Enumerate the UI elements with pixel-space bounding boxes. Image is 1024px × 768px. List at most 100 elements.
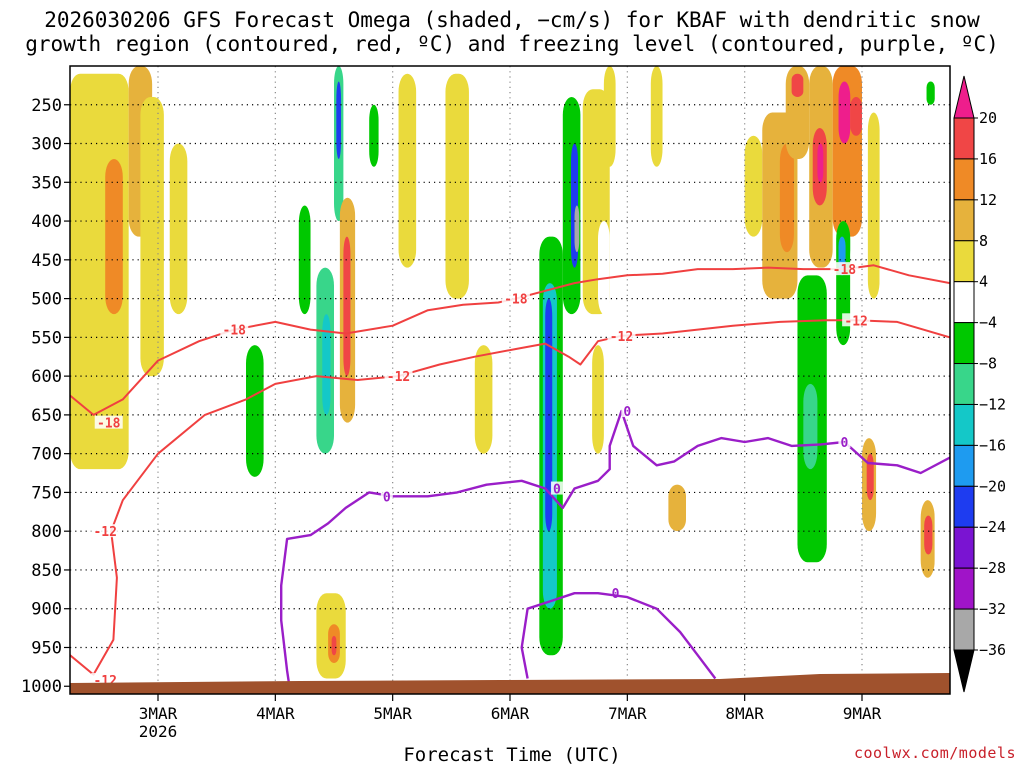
colorbar-top-triangle <box>953 75 975 119</box>
ytick-label-650: 650 <box>31 406 62 426</box>
contour-label--12-2: -12 <box>610 330 633 345</box>
colorbar-bin-7 <box>953 403 975 446</box>
omega-cell-41 <box>592 345 604 454</box>
omega-cell-58 <box>791 73 804 98</box>
colorbar-label-11: −28 <box>979 559 1006 577</box>
contour-label-bg--18-3 <box>830 262 859 276</box>
colorbar-label-0: 20 <box>979 109 997 127</box>
contour-label--18-2: -18 <box>504 293 528 308</box>
omega-cell-56 <box>803 383 818 470</box>
contour-label-bg--12-1 <box>384 369 413 383</box>
contour-label-bg--18-1 <box>220 322 249 336</box>
colorbar-bin-0 <box>953 117 975 160</box>
colorbar-label-3: 8 <box>979 232 988 250</box>
colorbar-label-9: −20 <box>979 477 1006 495</box>
ytick-label-800: 800 <box>31 522 62 542</box>
contour-label-0-1: 0 <box>553 483 561 498</box>
ytick-label-300: 300 <box>31 135 62 155</box>
contour-label-0-0: 0 <box>383 490 391 505</box>
omega-cell-21 <box>343 236 351 377</box>
contour-label-0-3: 0 <box>840 436 848 451</box>
xtick-label-8: 8MAR <box>725 704 764 723</box>
terrain <box>70 673 950 694</box>
contour-0b <box>520 592 717 680</box>
colorbar-bin-9 <box>953 485 975 528</box>
omega-cell-26 <box>369 104 379 167</box>
ytick-label-500: 500 <box>31 290 62 310</box>
omega-cell-50 <box>732 66 757 136</box>
contour-label-bg-0-3 <box>838 435 851 449</box>
omega-cell-4 <box>105 159 123 315</box>
xtick-label-6: 6MAR <box>491 704 530 723</box>
ytick-label-850: 850 <box>31 561 62 581</box>
omega-cell-8 <box>175 66 184 129</box>
contour-label-0-2: 0 <box>623 405 631 420</box>
contour-label--18-1: -18 <box>223 324 247 339</box>
colorbar-bin-11 <box>953 567 975 610</box>
omega-cell-61 <box>817 143 824 183</box>
omega-cell-6 <box>140 97 164 377</box>
colorbar-label-6: −8 <box>979 355 997 373</box>
xtick-label-7: 7MAR <box>608 704 647 723</box>
xtick-sublabel-3: 2026 <box>139 722 178 741</box>
xtick-label-5: 5MAR <box>373 704 412 723</box>
contour-label--12-3: -12 <box>844 314 867 329</box>
ytick-label-400: 400 <box>31 212 62 232</box>
omega-cell-74 <box>926 81 935 105</box>
contour-label--12-1: -12 <box>387 370 410 385</box>
contour-label-bg--12-0 <box>91 524 120 538</box>
omega-cell-42 <box>603 66 616 167</box>
contour-label-bg--12-2 <box>607 328 636 342</box>
colorbar-bin-8 <box>953 444 975 487</box>
colorbar: 20 16 12 8 4 −4 −8 −12 −16 −20 −24 −28 −32 −36 <box>953 75 1006 693</box>
omega-cell-51 <box>744 135 763 237</box>
colorbar-label-1: 16 <box>979 150 997 168</box>
chart-title-line-2: growth region (contoured, red, ºC) and f… <box>25 32 999 56</box>
contour--12 <box>70 319 950 676</box>
contour-label-bg-0-0 <box>380 489 393 503</box>
colorbar-label-7: −12 <box>979 395 1006 413</box>
omega-cell-30 <box>474 345 493 454</box>
omega-cell-29 <box>445 73 469 299</box>
colorbar-label-4: 4 <box>979 273 988 291</box>
chart-title-line-1: 2026030206 GFS Forecast Omega (shaded, −… <box>44 8 980 32</box>
omega-cell-69 <box>866 453 874 501</box>
xtick-label-4: 4MAR <box>256 704 295 723</box>
colorbar-label-5: −4 <box>979 314 997 332</box>
grid <box>70 66 950 694</box>
ytick-label-950: 950 <box>31 638 62 658</box>
colorbar-label-13: −36 <box>979 641 1006 659</box>
omega-cell-48 <box>680 66 692 315</box>
omega-cell-71 <box>879 205 904 392</box>
omega-cell-73 <box>920 66 935 167</box>
colorbar-bin-1 <box>953 158 975 201</box>
omega-cell-19 <box>336 81 342 160</box>
ytick-label-550: 550 <box>31 328 62 348</box>
omega-cell-77 <box>934 453 950 609</box>
x-axis-label: Forecast Time (UTC) <box>403 744 621 766</box>
omega-cell-47 <box>668 484 686 532</box>
ytick-label-1000: 1000 <box>21 677 62 697</box>
colorbar-bin-2 <box>953 199 975 242</box>
omega-cell-28 <box>422 66 440 206</box>
omega-cell-76 <box>924 515 933 555</box>
ytick-label-350: 350 <box>31 173 62 193</box>
colorbar-bin-12 <box>953 608 975 651</box>
omega-cell-32 <box>510 577 534 679</box>
omega-cell-39 <box>574 205 580 253</box>
credit-link[interactable]: coolwx.com/models <box>853 744 1016 762</box>
colorbar-bin-10 <box>953 526 975 569</box>
contour-0 <box>280 409 950 687</box>
omega-cell-53 <box>779 143 794 253</box>
contour-label--18-0: -18 <box>97 417 121 432</box>
omega-cell-70 <box>867 112 880 299</box>
contour-label-bg--18-0 <box>94 415 123 429</box>
omega-cell-24 <box>331 635 337 656</box>
omega-cell-11 <box>246 66 258 245</box>
omega-cell-12 <box>246 345 264 477</box>
xtick-label-9: 9MAR <box>843 704 882 723</box>
omega-cell-27 <box>398 73 417 268</box>
omega-cell-7 <box>169 143 188 315</box>
omega-cell-43 <box>598 221 610 315</box>
